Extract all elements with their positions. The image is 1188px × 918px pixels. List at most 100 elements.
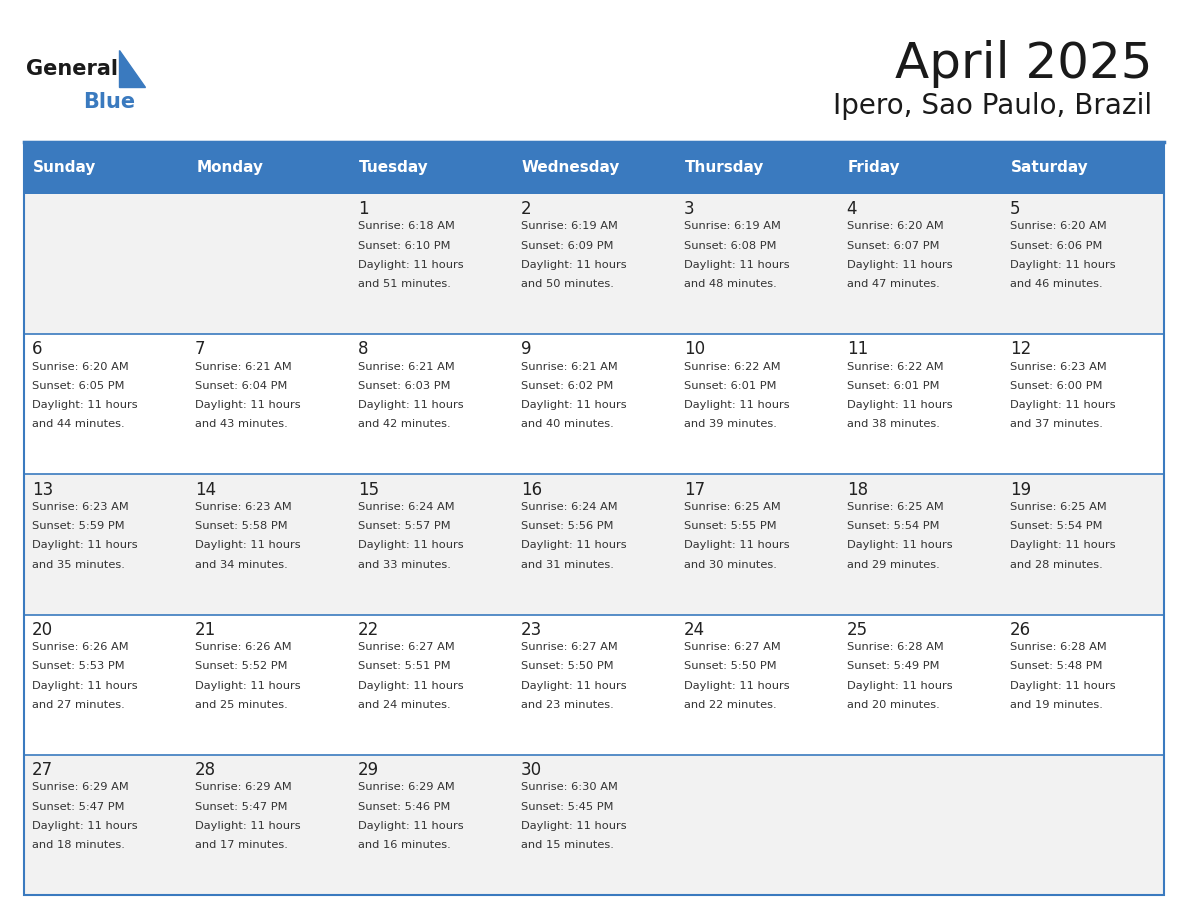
Text: 16: 16 — [520, 481, 542, 498]
Text: Sunset: 5:54 PM: Sunset: 5:54 PM — [1010, 521, 1102, 531]
Text: Sunrise: 6:21 AM: Sunrise: 6:21 AM — [358, 362, 455, 372]
Text: and 29 minutes.: and 29 minutes. — [847, 560, 940, 569]
Text: Sunset: 5:59 PM: Sunset: 5:59 PM — [32, 521, 125, 531]
Bar — [839, 142, 1001, 194]
Bar — [24, 334, 187, 475]
Text: Sunrise: 6:19 AM: Sunrise: 6:19 AM — [684, 221, 781, 231]
Text: Sunrise: 6:29 AM: Sunrise: 6:29 AM — [358, 782, 455, 792]
Text: Sunrise: 6:29 AM: Sunrise: 6:29 AM — [195, 782, 292, 792]
Text: and 47 minutes.: and 47 minutes. — [847, 279, 940, 289]
Text: Sunset: 5:54 PM: Sunset: 5:54 PM — [847, 521, 940, 531]
Text: 25: 25 — [847, 621, 867, 639]
Bar — [349, 194, 512, 334]
Text: and 37 minutes.: and 37 minutes. — [1010, 420, 1102, 430]
Bar — [512, 142, 676, 194]
Text: Sunrise: 6:23 AM: Sunrise: 6:23 AM — [32, 502, 128, 511]
Bar — [24, 614, 187, 755]
Text: 18: 18 — [847, 481, 867, 498]
Text: 26: 26 — [1010, 621, 1031, 639]
Text: Sunset: 5:45 PM: Sunset: 5:45 PM — [520, 801, 613, 812]
Text: Sunrise: 6:24 AM: Sunrise: 6:24 AM — [358, 502, 455, 511]
Text: Daylight: 11 hours: Daylight: 11 hours — [1010, 680, 1116, 690]
Bar — [187, 614, 349, 755]
Text: Sunrise: 6:20 AM: Sunrise: 6:20 AM — [32, 362, 128, 372]
Text: 30: 30 — [520, 761, 542, 779]
Text: 7: 7 — [195, 341, 206, 358]
Text: Sunrise: 6:27 AM: Sunrise: 6:27 AM — [358, 642, 455, 652]
Text: Sunset: 6:08 PM: Sunset: 6:08 PM — [684, 241, 776, 251]
Bar — [839, 475, 1001, 614]
Bar — [1001, 614, 1164, 755]
Bar — [1001, 334, 1164, 475]
Text: Sunset: 6:00 PM: Sunset: 6:00 PM — [1010, 381, 1102, 391]
Text: and 40 minutes.: and 40 minutes. — [520, 420, 614, 430]
Text: Daylight: 11 hours: Daylight: 11 hours — [1010, 260, 1116, 270]
Text: Daylight: 11 hours: Daylight: 11 hours — [32, 541, 138, 550]
Text: Daylight: 11 hours: Daylight: 11 hours — [32, 680, 138, 690]
Text: Sunrise: 6:27 AM: Sunrise: 6:27 AM — [684, 642, 781, 652]
Bar — [1001, 755, 1164, 895]
Text: 19: 19 — [1010, 481, 1031, 498]
Text: and 34 minutes.: and 34 minutes. — [195, 560, 287, 569]
Text: Sunset: 6:05 PM: Sunset: 6:05 PM — [32, 381, 125, 391]
Text: Daylight: 11 hours: Daylight: 11 hours — [684, 541, 789, 550]
Text: Daylight: 11 hours: Daylight: 11 hours — [684, 680, 789, 690]
Text: Sunset: 5:55 PM: Sunset: 5:55 PM — [684, 521, 777, 531]
Text: Sunrise: 6:19 AM: Sunrise: 6:19 AM — [520, 221, 618, 231]
Text: Sunrise: 6:25 AM: Sunrise: 6:25 AM — [1010, 502, 1106, 511]
Text: Sunrise: 6:18 AM: Sunrise: 6:18 AM — [358, 221, 455, 231]
Text: and 31 minutes.: and 31 minutes. — [520, 560, 614, 569]
Text: 15: 15 — [358, 481, 379, 498]
Polygon shape — [119, 50, 145, 87]
Text: 12: 12 — [1010, 341, 1031, 358]
Text: 2: 2 — [520, 200, 531, 218]
Text: Monday: Monday — [196, 161, 264, 175]
Text: and 19 minutes.: and 19 minutes. — [1010, 700, 1102, 710]
Text: Sunset: 6:02 PM: Sunset: 6:02 PM — [520, 381, 613, 391]
Bar — [24, 142, 187, 194]
Text: Sunrise: 6:28 AM: Sunrise: 6:28 AM — [847, 642, 943, 652]
Text: and 15 minutes.: and 15 minutes. — [520, 840, 614, 850]
Text: 4: 4 — [847, 200, 858, 218]
Text: Sunset: 5:49 PM: Sunset: 5:49 PM — [847, 661, 940, 671]
Bar — [349, 755, 512, 895]
Bar — [349, 142, 512, 194]
Text: Sunrise: 6:24 AM: Sunrise: 6:24 AM — [520, 502, 618, 511]
Text: Sunset: 5:58 PM: Sunset: 5:58 PM — [195, 521, 287, 531]
Text: and 42 minutes.: and 42 minutes. — [358, 420, 450, 430]
Text: and 30 minutes.: and 30 minutes. — [684, 560, 777, 569]
Text: and 33 minutes.: and 33 minutes. — [358, 560, 450, 569]
Text: Daylight: 11 hours: Daylight: 11 hours — [847, 680, 953, 690]
Text: Sunset: 5:50 PM: Sunset: 5:50 PM — [684, 661, 777, 671]
Text: and 39 minutes.: and 39 minutes. — [684, 420, 777, 430]
Bar — [1001, 194, 1164, 334]
Text: Sunset: 6:07 PM: Sunset: 6:07 PM — [847, 241, 940, 251]
Text: Sunrise: 6:29 AM: Sunrise: 6:29 AM — [32, 782, 128, 792]
Text: Daylight: 11 hours: Daylight: 11 hours — [32, 821, 138, 831]
Bar — [1001, 475, 1164, 614]
Text: Sunset: 5:47 PM: Sunset: 5:47 PM — [195, 801, 287, 812]
Bar — [512, 475, 676, 614]
Text: Sunset: 6:01 PM: Sunset: 6:01 PM — [684, 381, 776, 391]
Text: General: General — [26, 59, 118, 79]
Text: Sunrise: 6:20 AM: Sunrise: 6:20 AM — [1010, 221, 1106, 231]
Text: Sunset: 5:53 PM: Sunset: 5:53 PM — [32, 661, 125, 671]
Bar — [839, 614, 1001, 755]
Text: 9: 9 — [520, 341, 531, 358]
Text: Sunset: 6:10 PM: Sunset: 6:10 PM — [358, 241, 450, 251]
Text: and 44 minutes.: and 44 minutes. — [32, 420, 125, 430]
Text: and 38 minutes.: and 38 minutes. — [847, 420, 940, 430]
Text: Daylight: 11 hours: Daylight: 11 hours — [520, 680, 626, 690]
Text: Saturday: Saturday — [1011, 161, 1088, 175]
Bar — [676, 334, 839, 475]
Text: Daylight: 11 hours: Daylight: 11 hours — [358, 260, 463, 270]
Text: Sunrise: 6:26 AM: Sunrise: 6:26 AM — [195, 642, 291, 652]
Text: Daylight: 11 hours: Daylight: 11 hours — [520, 821, 626, 831]
Text: Daylight: 11 hours: Daylight: 11 hours — [358, 680, 463, 690]
Text: Sunrise: 6:23 AM: Sunrise: 6:23 AM — [1010, 362, 1106, 372]
Text: Tuesday: Tuesday — [359, 161, 429, 175]
Text: and 51 minutes.: and 51 minutes. — [358, 279, 450, 289]
Bar — [187, 755, 349, 895]
Text: Wednesday: Wednesday — [522, 161, 620, 175]
Text: 27: 27 — [32, 761, 53, 779]
